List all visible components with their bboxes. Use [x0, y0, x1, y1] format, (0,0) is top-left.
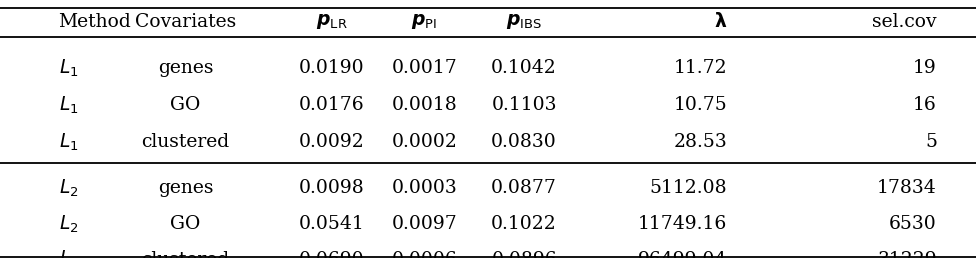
Text: genes: genes — [158, 59, 213, 77]
Text: 0.0006: 0.0006 — [391, 251, 458, 258]
Text: $\boldsymbol{p}_{\mathrm{LR}}$: $\boldsymbol{p}_{\mathrm{LR}}$ — [316, 12, 347, 31]
Text: $L_2$: $L_2$ — [59, 178, 78, 199]
Text: genes: genes — [158, 179, 213, 197]
Text: 0.0017: 0.0017 — [391, 59, 458, 77]
Text: GO: GO — [171, 96, 200, 114]
Text: $L_1$: $L_1$ — [59, 94, 78, 116]
Text: 0.0176: 0.0176 — [299, 96, 365, 114]
Text: 0.1042: 0.1042 — [491, 59, 557, 77]
Text: 0.0541: 0.0541 — [299, 215, 365, 233]
Text: $\boldsymbol{p}_{\mathrm{IBS}}$: $\boldsymbol{p}_{\mathrm{IBS}}$ — [506, 12, 543, 31]
Text: 0.0003: 0.0003 — [391, 179, 458, 197]
Text: $L_1$: $L_1$ — [59, 58, 78, 79]
Text: 11749.16: 11749.16 — [638, 215, 727, 233]
Text: 10.75: 10.75 — [673, 96, 727, 114]
Text: 0.0896: 0.0896 — [491, 251, 557, 258]
Text: 16: 16 — [914, 96, 937, 114]
Text: 0.0097: 0.0097 — [391, 215, 458, 233]
Text: 5: 5 — [925, 133, 937, 151]
Text: 0.0877: 0.0877 — [491, 179, 557, 197]
Text: 0.1022: 0.1022 — [491, 215, 557, 233]
Text: 0.0092: 0.0092 — [299, 133, 365, 151]
Text: 0.0190: 0.0190 — [299, 59, 365, 77]
Text: $\boldsymbol{\lambda}$: $\boldsymbol{\lambda}$ — [713, 12, 727, 31]
Text: 19: 19 — [914, 59, 937, 77]
Text: GO: GO — [171, 215, 200, 233]
Text: 96499.04: 96499.04 — [637, 251, 727, 258]
Text: 6530: 6530 — [889, 215, 937, 233]
Text: $L_1$: $L_1$ — [59, 131, 78, 152]
Text: 28.53: 28.53 — [673, 133, 727, 151]
Text: 11.72: 11.72 — [673, 59, 727, 77]
Text: 31229: 31229 — [877, 251, 937, 258]
Text: clustered: clustered — [142, 133, 229, 151]
Text: 0.0830: 0.0830 — [491, 133, 557, 151]
Text: 0.0690: 0.0690 — [299, 251, 365, 258]
Text: $L_2$: $L_2$ — [59, 213, 78, 235]
Text: Method: Method — [59, 13, 132, 31]
Text: 0.0018: 0.0018 — [391, 96, 458, 114]
Text: $L_2$: $L_2$ — [59, 249, 78, 258]
Text: sel.cov: sel.cov — [873, 13, 937, 31]
Text: 17834: 17834 — [877, 179, 937, 197]
Text: 0.1103: 0.1103 — [491, 96, 557, 114]
Text: $\boldsymbol{p}_{\mathrm{PI}}$: $\boldsymbol{p}_{\mathrm{PI}}$ — [412, 12, 437, 31]
Text: 5112.08: 5112.08 — [649, 179, 727, 197]
Text: 0.0002: 0.0002 — [391, 133, 458, 151]
Text: Covariates: Covariates — [135, 13, 236, 31]
Text: clustered: clustered — [142, 251, 229, 258]
Text: 0.0098: 0.0098 — [299, 179, 365, 197]
